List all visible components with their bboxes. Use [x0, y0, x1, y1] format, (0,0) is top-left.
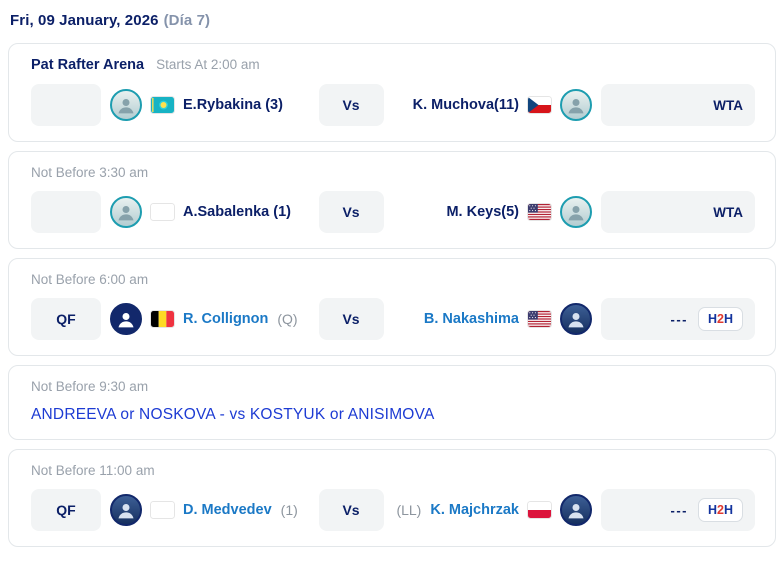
player-avatar — [560, 494, 592, 526]
player-name: E.Rybakina (3) — [183, 97, 283, 113]
person-icon — [568, 313, 584, 328]
flag-usa — [528, 311, 551, 327]
round-badge — [31, 84, 101, 126]
person-icon — [118, 504, 134, 519]
tour-label: WTA — [713, 97, 743, 113]
tour-badge-box: WTA — [601, 191, 755, 233]
player-1: E.Rybakina (3) — [101, 89, 319, 121]
date-label: Fri, 09 January, 2026 — [10, 12, 159, 29]
vs-badge: Vs — [318, 84, 384, 126]
lucky-loser-tag: (LL) — [396, 502, 422, 518]
player-1: A.Sabalenka (1) — [101, 196, 319, 228]
not-before-note: Not Before 6:00 am — [31, 272, 149, 287]
player-1: R. Collignon (Q) — [101, 303, 319, 335]
player-name: A.Sabalenka (1) — [183, 204, 291, 220]
person-icon — [568, 206, 584, 221]
player-avatar — [110, 494, 142, 526]
not-before-note: Not Before 3:30 am — [31, 165, 149, 180]
venue-name: Pat Rafter Arena — [31, 57, 145, 73]
player-name-link[interactable]: R. Collignon — [183, 311, 269, 327]
flag-neutral — [151, 204, 174, 220]
round-badge: QF — [31, 489, 101, 531]
tour-label: WTA — [713, 204, 743, 220]
round-badge — [31, 191, 101, 233]
score-placeholder: --- — [670, 502, 688, 518]
round-badge: QF — [31, 298, 101, 340]
person-icon — [118, 206, 134, 221]
person-icon — [568, 99, 584, 114]
player-1: D. Medvedev (1) — [101, 494, 319, 526]
flag-czech-republic — [528, 97, 551, 113]
flag-kazakhstan — [151, 97, 174, 113]
match-card-collignon-nakashima: Not Before 6:00 am QF R. Collignon (Q) V… — [8, 258, 776, 356]
person-icon — [568, 504, 584, 519]
vs-badge: Vs — [318, 298, 384, 340]
tbd-match-text: ANDREEVA or NOSKOVA - vs KOSTYUK or ANIS… — [31, 406, 435, 423]
date-header: Fri, 09 January, 2026 (Día 7) — [10, 12, 776, 29]
player-name-link[interactable]: K. Majchrzak — [430, 502, 519, 518]
placeholder-match-card: Not Before 9:30 am ANDREEVA or NOSKOVA -… — [8, 365, 776, 440]
match-row: A.Sabalenka (1) Vs M. Keys(5) WTA — [31, 191, 755, 233]
not-before-note: Not Before 11:00 am — [31, 463, 155, 478]
player-2: M. Keys(5) — [384, 196, 602, 228]
day-number-label: (Día 7) — [163, 12, 211, 29]
start-time-note: Starts At 2:00 am — [156, 57, 260, 72]
player-avatar — [110, 196, 142, 228]
not-before-note: Not Before 9:30 am — [31, 379, 149, 394]
player-name: K. Muchova(11) — [412, 97, 519, 113]
vs-badge: Vs — [318, 191, 384, 233]
vs-badge: Vs — [318, 489, 384, 531]
match-card-rybakina-muchova: Pat Rafter Arena Starts At 2:00 am E.Ryb… — [8, 43, 776, 142]
person-icon — [118, 99, 134, 114]
tour-badge-box: WTA — [601, 84, 755, 126]
player-name: M. Keys(5) — [446, 204, 519, 220]
player-name-link[interactable]: D. Medvedev — [183, 502, 272, 518]
player-avatar — [110, 303, 142, 335]
player-name-link[interactable]: B. Nakashima — [423, 311, 519, 327]
player-2: K. Muchova(11) — [384, 89, 602, 121]
flag-belgium — [151, 311, 174, 327]
flag-usa — [528, 204, 551, 220]
match-row: QF D. Medvedev (1) Vs (LL) K. Majchrzak — [31, 489, 755, 531]
player-avatar — [560, 303, 592, 335]
match-card-sabalenka-keys: Not Before 3:30 am A.Sabalenka (1) Vs M.… — [8, 151, 776, 249]
qualifier-tag: (Q) — [277, 311, 298, 327]
player-avatar — [560, 196, 592, 228]
match-row: QF R. Collignon (Q) Vs B. Nakashima — [31, 298, 755, 340]
player-2: B. Nakashima — [384, 303, 602, 335]
player-avatar — [560, 89, 592, 121]
flag-poland — [528, 502, 551, 518]
player-2: (LL) K. Majchrzak — [384, 494, 602, 526]
person-icon — [118, 313, 134, 328]
seed-tag: (1) — [280, 502, 298, 518]
match-row: E.Rybakina (3) Vs K. Muchova(11) WTA — [31, 84, 755, 126]
flag-neutral — [151, 502, 174, 518]
match-card-medvedev-majchrzak: Not Before 11:00 am QF D. Medvedev (1) V… — [8, 449, 776, 547]
score-placeholder: --- — [670, 311, 688, 327]
player-avatar — [110, 89, 142, 121]
